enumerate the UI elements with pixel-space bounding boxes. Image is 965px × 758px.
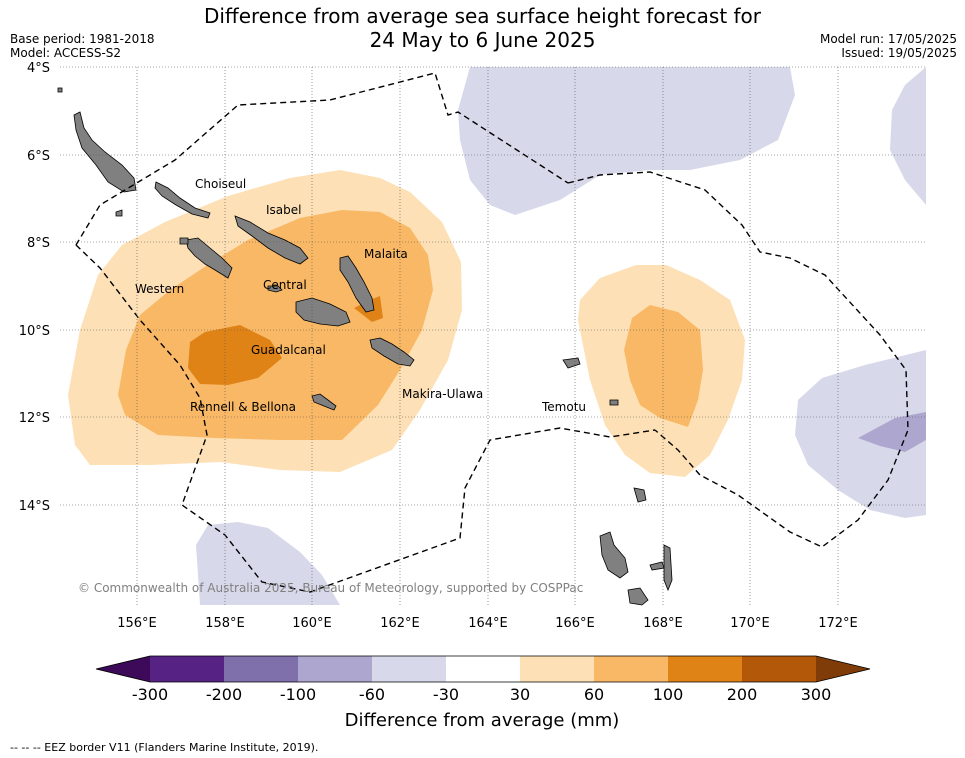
malekula-island	[627, 587, 649, 606]
gridlines	[60, 66, 926, 605]
negative-anomaly-region-southeast	[795, 350, 926, 518]
small-island-c	[609, 399, 619, 406]
place-label-western: Western	[135, 282, 184, 296]
colorbar-tick: 200	[727, 685, 758, 704]
lat-label: 14°S	[19, 499, 50, 514]
lat-label: 12°S	[19, 411, 50, 426]
small-island-a	[115, 209, 123, 217]
place-label-malaita: Malaita	[364, 247, 408, 261]
santa-cruz-island	[562, 357, 581, 369]
colorbar-segment	[150, 656, 224, 682]
lat-label: 6°S	[27, 149, 50, 164]
colorbar-tick: 30	[510, 685, 530, 704]
colorbar-tick: 300	[801, 685, 832, 704]
place-labels: Choiseul Isabel Malaita Western Central …	[135, 177, 586, 414]
makira-island	[369, 337, 415, 367]
colorbar-extend-low	[96, 656, 150, 682]
choiseul-island	[154, 181, 211, 219]
lat-label: 10°S	[19, 324, 50, 339]
model-text: Model: ACCESS-S2	[10, 46, 122, 60]
colorbar-segment	[520, 656, 594, 682]
place-label-central: Central	[263, 278, 307, 292]
colorbar-segment	[224, 656, 298, 682]
colorbar-tick: -30	[433, 685, 459, 704]
lon-label: 156°E	[117, 616, 157, 631]
guadalcanal-island	[295, 297, 351, 327]
vanuatu-north-island	[633, 487, 647, 503]
lon-label: 168°E	[643, 616, 683, 631]
lon-label: 170°E	[730, 616, 770, 631]
lon-label: 164°E	[468, 616, 508, 631]
land-masses	[57, 87, 673, 606]
lon-label: 160°E	[292, 616, 332, 631]
place-label-temotu: Temotu	[541, 400, 586, 414]
negative-anomaly-region-north	[458, 67, 795, 215]
place-label-isabel: Isabel	[266, 203, 301, 217]
title-line-2: 24 May to 6 June 2025	[369, 28, 596, 52]
colorbar-segment	[298, 656, 372, 682]
lon-label: 158°E	[205, 616, 245, 631]
negative-anomaly-strong-east	[858, 412, 926, 452]
eez-border	[75, 72, 909, 593]
latitude-labels: 4°S 6°S 8°S 10°S 12°S 14°S	[19, 61, 50, 514]
place-label-makira-ulawa: Makira-Ulawa	[402, 387, 483, 401]
small-island-d	[57, 87, 63, 93]
colorbar	[95, 655, 871, 683]
small-island-b	[179, 237, 189, 245]
eez-legend-note: -- -- -- EEZ border V11 (Flanders Marine…	[10, 741, 318, 754]
pentecost-island	[663, 544, 673, 592]
eez-border-solomon-south	[75, 244, 656, 593]
colorbar-segment	[742, 656, 816, 682]
issued-text: Issued: 19/05/2025	[841, 46, 957, 60]
colorbar-tick: -60	[359, 685, 385, 704]
model-run-text: Model run: 17/05/2025	[819, 32, 957, 46]
colorbar-tick: -100	[280, 685, 316, 704]
colorbar-segment	[594, 656, 668, 682]
colorbar-segment	[668, 656, 742, 682]
copyright-text: © Commonwealth of Australia 2025, Bureau…	[78, 581, 583, 595]
bougainville-island	[73, 111, 137, 193]
isabel-island	[234, 215, 309, 265]
colorbar-tick: 100	[653, 685, 684, 704]
malaita-island	[339, 255, 375, 313]
rennell-island	[311, 393, 337, 411]
sea-height-field	[68, 67, 926, 605]
lat-label: 4°S	[27, 61, 50, 76]
place-label-choiseul: Choiseul	[195, 177, 246, 191]
longitude-labels: 156°E 158°E 160°E 162°E 164°E 166°E 168°…	[117, 616, 858, 631]
place-label-guadalcanal: Guadalcanal	[251, 343, 326, 357]
negative-anomaly-region-southwest	[196, 522, 340, 605]
base-period-text: Base period: 1981-2018	[10, 32, 155, 46]
lon-label: 162°E	[380, 616, 420, 631]
colorbar-segment	[446, 656, 520, 682]
negative-anomaly-region-east	[890, 67, 926, 205]
positive-anomaly-60-100-east	[624, 305, 703, 427]
espiritu-santo-island	[599, 531, 629, 579]
colorbar-label: Difference from average (mm)	[345, 710, 620, 731]
ambae-island	[649, 561, 665, 571]
colorbar-tick: -300	[132, 685, 168, 704]
positive-anomaly-100-200-west	[188, 325, 282, 385]
eez-border-solomon	[75, 72, 569, 246]
colorbar-segment	[372, 656, 446, 682]
place-label-rennell-bellona: Rennell & Bellona	[190, 400, 296, 414]
lon-label: 172°E	[818, 616, 858, 631]
central-islands	[267, 285, 283, 293]
lat-label: 8°S	[27, 236, 50, 251]
lon-label: 166°E	[555, 616, 595, 631]
title-line-1: Difference from average sea surface heig…	[203, 4, 762, 28]
colorbar-extend-high	[816, 656, 870, 682]
eez-border-vanuatu	[567, 171, 909, 548]
new-georgia-islands	[185, 237, 233, 279]
colorbar-tick: -200	[206, 685, 242, 704]
colorbar-tick: 60	[584, 685, 604, 704]
colorbar-ticks: -300 -200 -100 -60 -30 30 60 100 200 300	[132, 685, 831, 704]
